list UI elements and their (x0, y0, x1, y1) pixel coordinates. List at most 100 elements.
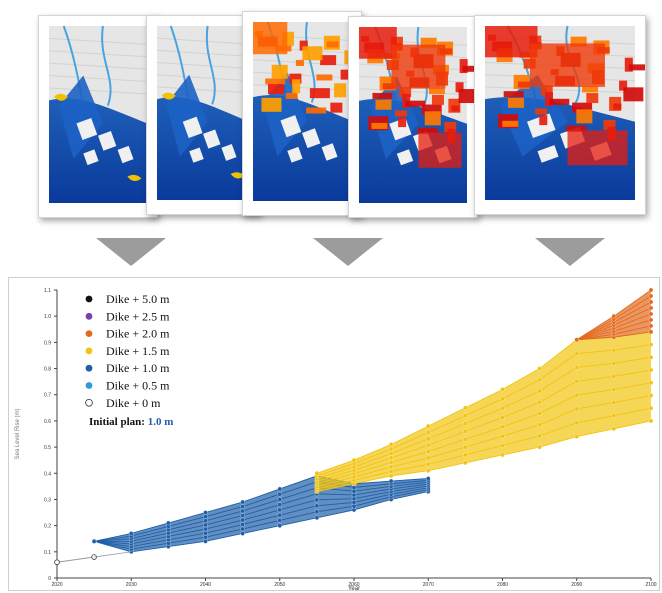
data-point-dike_1_5 (537, 388, 542, 394)
data-point-dike_1_5 (425, 430, 431, 435)
legend-label: Dike + 2.0 m (106, 327, 170, 341)
data-point-dike_1_5 (537, 377, 542, 383)
data-point-dike_1_5 (574, 434, 580, 439)
legend-marker (85, 399, 93, 407)
data-point-dike_1_0 (277, 512, 282, 518)
data-point-dike_1_0 (166, 520, 171, 526)
band-line-dike_1_0 (94, 481, 429, 542)
data-point-dike_1_5 (537, 366, 542, 371)
y-tick-label: 0.5 (44, 445, 51, 451)
data-point-dike_1_0 (240, 526, 245, 532)
flood-map-5-image (484, 25, 645, 200)
legend-label: Dike + 0.5 m (106, 379, 170, 393)
x-axis-label: Year (348, 586, 360, 590)
data-point-dike_1_0 (277, 523, 282, 528)
data-point-dike_1_5 (574, 379, 580, 384)
data-point-dike_1_5 (611, 387, 617, 392)
band-line-dike_1_0 (94, 485, 429, 545)
legend-label: Dike + 0 m (106, 396, 161, 410)
x-tick-label: 2040 (200, 582, 211, 588)
band-dike_2_0 (576, 290, 651, 340)
data-point-dike_1_5 (611, 400, 617, 405)
data-point-dike_1_5 (425, 423, 431, 429)
x-tick-label: 2090 (571, 582, 582, 588)
data-point-dike_1_5 (425, 455, 431, 461)
data-point-dike_1_5 (648, 418, 654, 424)
legend-marker (85, 330, 93, 337)
data-point-dike_1_5 (611, 413, 617, 418)
data-point-dike_2_0 (648, 329, 654, 335)
data-point-dike_1_5 (463, 421, 468, 426)
data-point-dike_1_5 (648, 393, 654, 398)
data-point-dike_1_5 (463, 413, 468, 418)
data-point-dike_2_0 (648, 287, 654, 293)
band-line-dike_1_5 (316, 344, 652, 477)
data-point-dike_1_5 (314, 471, 320, 476)
data-point-dike_1_0 (314, 515, 320, 521)
data-point-dike_1_5 (388, 442, 394, 447)
data-point-dike_1_5 (500, 433, 505, 439)
legend-marker (85, 364, 93, 372)
data-point-dike_1_0 (240, 508, 245, 514)
band-line-dike_1_5 (316, 407, 652, 490)
data-point-dike_1_5 (648, 405, 654, 411)
data-point-dike_2_0 (648, 317, 654, 323)
y-tick-label: 0.8 (44, 367, 51, 373)
legend-marker (85, 382, 93, 389)
sea-level-chart: 2020 2030 2040 2050 2060 2070 2080 2090 2100 0 0.1… (8, 277, 660, 591)
data-point-dike_1_0 (240, 513, 245, 518)
data-point-dike_1_5 (463, 405, 468, 411)
legend-marker (85, 312, 93, 320)
data-point-dike_1_0 (203, 539, 208, 544)
band-line-dike_1_0 (94, 483, 429, 542)
data-point-dike_1_0 (240, 504, 245, 509)
data-point-dike_1_0 (240, 522, 245, 527)
band-dike_1_0 (94, 475, 429, 552)
data-point-dike_1_5 (611, 361, 617, 366)
data-point-dike_1_5 (463, 452, 468, 458)
y-tick-label: 0.3 (44, 497, 51, 503)
data-point-dike_1_0 (314, 497, 320, 503)
data-point-dike_1_5 (574, 392, 580, 398)
initial-plan-label: Initial plan: (89, 416, 148, 428)
x-tick-label: 2020 (51, 582, 62, 588)
x-tick-label: 2070 (423, 582, 434, 588)
data-point-dike_1_5 (388, 469, 394, 474)
band-line-dike_1_0 (94, 475, 429, 542)
data-point-dike_1_5 (537, 399, 542, 405)
legend-label: Dike + 1.5 m (106, 344, 170, 358)
y-tick-label: 0 (48, 576, 51, 582)
data-point-dike_1_5 (500, 452, 505, 458)
flood-map-4 (348, 16, 478, 218)
data-point-dike_1_5 (425, 442, 431, 448)
data-point-dike_1_0 (203, 534, 208, 540)
data-point-dike_1_0 (277, 491, 282, 497)
data-point-dike_2_0 (648, 311, 654, 317)
data-point-dike_2_0 (648, 299, 654, 305)
data-point-dike_1_5 (500, 387, 505, 392)
data-point-dike_1_5 (388, 451, 394, 456)
legend-label: Dike + 1.0 m (106, 361, 170, 375)
data-point-dike_1_5 (537, 433, 542, 439)
data-point-dike_1_0 (203, 514, 208, 519)
initial-plan-value: 1.0 m (148, 416, 174, 428)
data-point-dike_1_0 (351, 503, 357, 509)
y-axis-label: Sea Level Rise (m) (15, 408, 21, 459)
x-tick-label: 2060 (348, 582, 359, 588)
data-point-dike_1_5 (537, 411, 542, 416)
data-point-dike_1_5 (388, 455, 394, 461)
flood-map-4-image (358, 26, 477, 203)
data-point-dike_1_5 (611, 426, 617, 432)
data-point-dike_1_5 (648, 367, 654, 373)
data-point-dike_1_0 (240, 531, 245, 536)
band-line-dike_1_0 (94, 491, 429, 553)
data-point-dike_1_0 (203, 522, 208, 528)
down-arrow-icon-1 (96, 238, 166, 266)
data-point-baseline (54, 559, 60, 566)
legend-label: Dike + 2.5 m (106, 309, 170, 323)
flood-map-1 (38, 15, 158, 218)
data-point-dike_1_5 (388, 460, 394, 465)
data-point-dike_2_0 (574, 337, 580, 342)
data-point-dike_1_0 (314, 503, 320, 509)
band-dike_1_5 (316, 331, 651, 492)
